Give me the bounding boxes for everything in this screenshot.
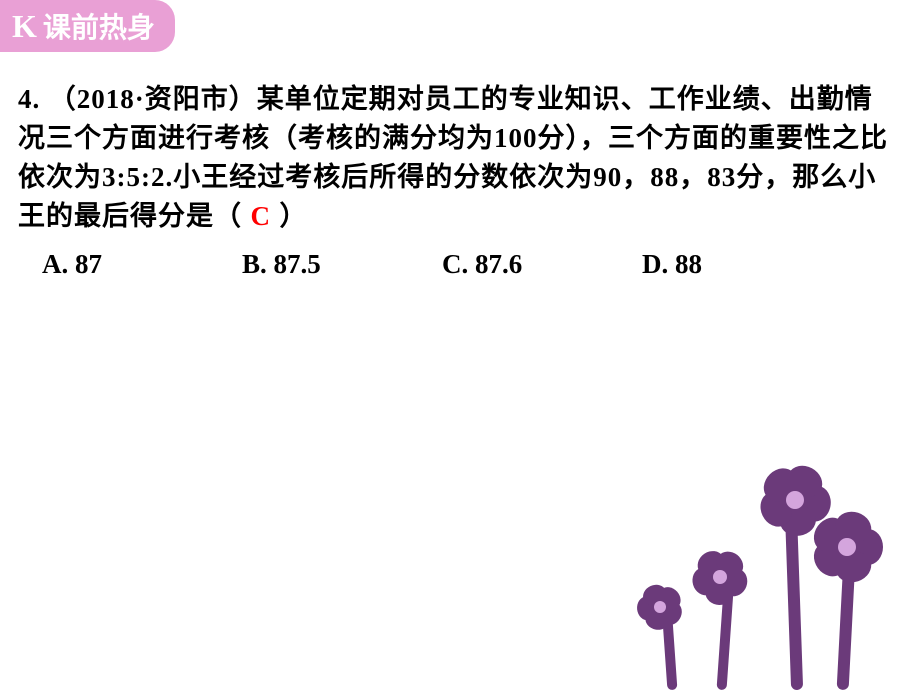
- options-row: A. 87 B. 87.5 C. 87.6 D. 88: [18, 249, 890, 280]
- question-body: 4. （2018·资阳市）某单位定期对员工的专业知识、工作业绩、出勤情况三个方面…: [18, 80, 890, 237]
- header-title: 课前热身: [43, 6, 155, 46]
- flower-stem: [785, 510, 803, 690]
- option-d: D. 88: [642, 249, 832, 280]
- decorative-flowers: [640, 490, 900, 690]
- question-text-3: 小王经过考核后所得的分数依次为: [173, 162, 593, 192]
- question-source: （2018·资阳市）: [49, 84, 257, 114]
- option-a: A. 87: [42, 249, 232, 280]
- question-scores: 90，88，83: [593, 162, 736, 192]
- answer-letter: C: [251, 201, 272, 231]
- question-ratio: 3:5:2.: [102, 162, 173, 192]
- flower-icon: [625, 572, 695, 642]
- question-num-100: 100: [494, 123, 538, 153]
- header-badge: K 课前热身: [0, 0, 175, 52]
- flower-icon: [760, 465, 830, 535]
- option-c: C. 87.6: [442, 249, 632, 280]
- question-container: 4. （2018·资阳市）某单位定期对员工的专业知识、工作业绩、出勤情况三个方面…: [18, 80, 890, 280]
- question-text-5: ）: [280, 201, 308, 231]
- option-b: B. 87.5: [242, 249, 432, 280]
- header-k-letter: K: [12, 8, 37, 45]
- question-number: 4.: [18, 84, 40, 114]
- flower-icon: [685, 542, 755, 612]
